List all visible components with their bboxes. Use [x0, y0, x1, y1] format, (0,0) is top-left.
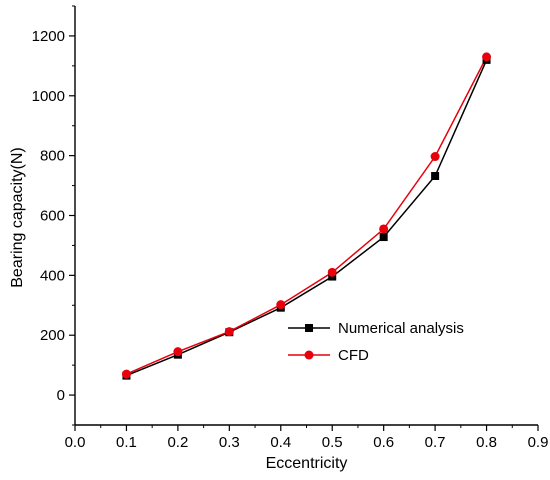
- y-tick-label: 0: [57, 387, 65, 404]
- legend: Numerical analysis CFD: [288, 320, 464, 364]
- x-tick-label: 0.6: [373, 434, 394, 451]
- x-tick-label: 0.7: [425, 434, 446, 451]
- data-point-numerical: [379, 233, 388, 242]
- data-point-cfd: [327, 267, 337, 277]
- data-point-cfd: [276, 300, 286, 310]
- x-ticks: 0.0 0.1 0.2 0.3 0.4 0.5 0.6 0.7 0.8 0.9: [65, 425, 549, 451]
- y-tick-label: 800: [40, 148, 65, 165]
- legend-item-numerical: Numerical analysis: [288, 320, 464, 337]
- legend-label-cfd: CFD: [338, 347, 369, 364]
- y-tick-label: 600: [40, 208, 65, 225]
- x-tick-label: 0.5: [322, 434, 343, 451]
- y-axis-title: Bearing capacity(N): [9, 147, 26, 288]
- x-tick-label: 0.8: [476, 434, 497, 451]
- legend-label-numerical: Numerical analysis: [338, 320, 464, 337]
- legend-marker-numerical: [305, 324, 313, 332]
- series-layer: [121, 52, 492, 380]
- data-point-cfd: [173, 347, 183, 357]
- legend-marker-cfd: [304, 350, 314, 360]
- data-point-cfd: [482, 52, 492, 62]
- data-point-cfd: [379, 224, 389, 234]
- x-tick-label: 0.1: [116, 434, 137, 451]
- x-tick-label: 0.4: [270, 434, 291, 451]
- x-tick-label: 0.0: [65, 434, 86, 451]
- y-ticks: 0 200 400 600 800 1000 1200: [32, 5, 75, 426]
- series-line-numerical: [126, 59, 488, 377]
- axes: [74, 6, 538, 426]
- data-point-cfd: [224, 327, 234, 337]
- x-tick-label: 0.9: [528, 434, 549, 451]
- data-point-numerical: [431, 171, 440, 180]
- y-tick-label: 400: [40, 267, 65, 284]
- y-tick-label: 1000: [32, 88, 65, 105]
- y-tick-label: 1200: [32, 28, 65, 45]
- series-line-cfd: [126, 56, 488, 375]
- legend-item-cfd: CFD: [288, 347, 369, 364]
- x-axis-title: Eccentricity: [266, 455, 348, 472]
- data-point-cfd: [121, 369, 131, 379]
- x-tick-label: 0.2: [167, 434, 188, 451]
- data-point-cfd: [430, 152, 440, 162]
- y-tick-label: 200: [40, 327, 65, 344]
- x-tick-label: 0.3: [219, 434, 240, 451]
